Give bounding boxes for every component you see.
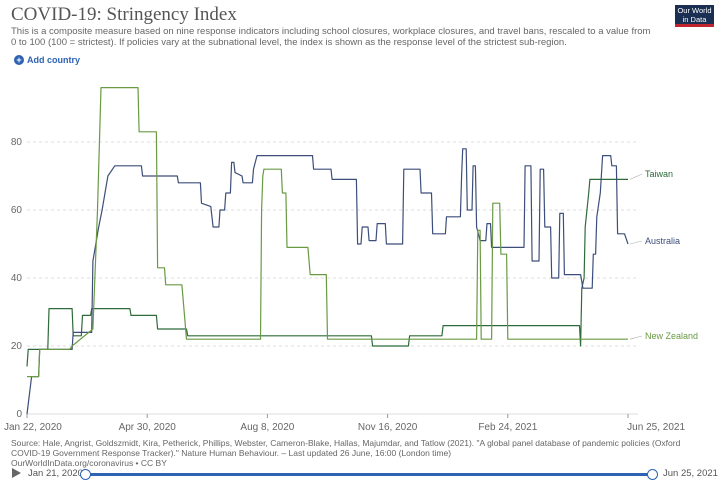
series-line-new-zealand[interactable] bbox=[27, 87, 628, 378]
series-label-connector bbox=[629, 240, 643, 245]
plus-icon: + bbox=[14, 55, 24, 65]
chart-subtitle: This is a composite measure based on nin… bbox=[11, 26, 651, 48]
y-tick-label: 20 bbox=[11, 341, 23, 352]
timeline-end-label: Jun 25, 2021 bbox=[663, 468, 718, 479]
timeline-controls: Jan 21, 2020 Jun 25, 2021 bbox=[0, 463, 720, 483]
line-chart: 0 20 40 60 80 Jan 22, 2020 Apr 30, 2020 Aug 8, … bbox=[4, 87, 698, 433]
timeline-start-label: Jan 21, 2020 bbox=[28, 468, 83, 479]
add-country-label: Add country bbox=[27, 55, 80, 65]
timeline-end-handle[interactable] bbox=[647, 469, 658, 480]
series-label-connector bbox=[629, 335, 643, 340]
timeline-track[interactable] bbox=[84, 473, 652, 476]
y-tick-label: 60 bbox=[11, 205, 23, 216]
series-label-australia[interactable]: Australia bbox=[645, 236, 680, 246]
y-tick-label: 0 bbox=[16, 409, 22, 420]
y-tick-label: 80 bbox=[11, 137, 23, 148]
owid-logo[interactable]: Our World in Data bbox=[675, 5, 714, 27]
series-label-connector bbox=[629, 173, 643, 180]
x-tick-label: Feb 24, 2021 bbox=[478, 422, 537, 433]
source-note: Source: Hale, Angrist, Goldszmidt, Kira,… bbox=[11, 438, 701, 468]
source-citation: Source: Hale, Angrist, Goldszmidt, Kira,… bbox=[11, 438, 681, 458]
chart-title: COVID-19: Stringency Index bbox=[11, 4, 237, 25]
x-tick-label: Nov 16, 2020 bbox=[358, 422, 418, 433]
y-tick-label: 40 bbox=[11, 273, 23, 284]
series-label-new-zealand[interactable]: New Zealand bbox=[645, 331, 698, 341]
source-url-license[interactable]: OurWorldInData.org/coronavirus • CC BY bbox=[11, 458, 167, 468]
series-line-australia[interactable] bbox=[26, 148, 629, 415]
add-country-button[interactable]: + Add country bbox=[14, 55, 80, 65]
x-tick-label: Jan 22, 2020 bbox=[4, 422, 62, 433]
timeline-start-handle[interactable] bbox=[80, 469, 91, 480]
x-tick-label: Aug 8, 2020 bbox=[240, 422, 294, 433]
series-label-taiwan[interactable]: Taiwan bbox=[645, 169, 673, 179]
play-icon[interactable] bbox=[12, 468, 21, 478]
x-tick-label: Jun 25, 2021 bbox=[627, 422, 685, 433]
series-line-taiwan[interactable] bbox=[26, 178, 628, 367]
x-tick-label: Apr 30, 2020 bbox=[119, 422, 177, 433]
